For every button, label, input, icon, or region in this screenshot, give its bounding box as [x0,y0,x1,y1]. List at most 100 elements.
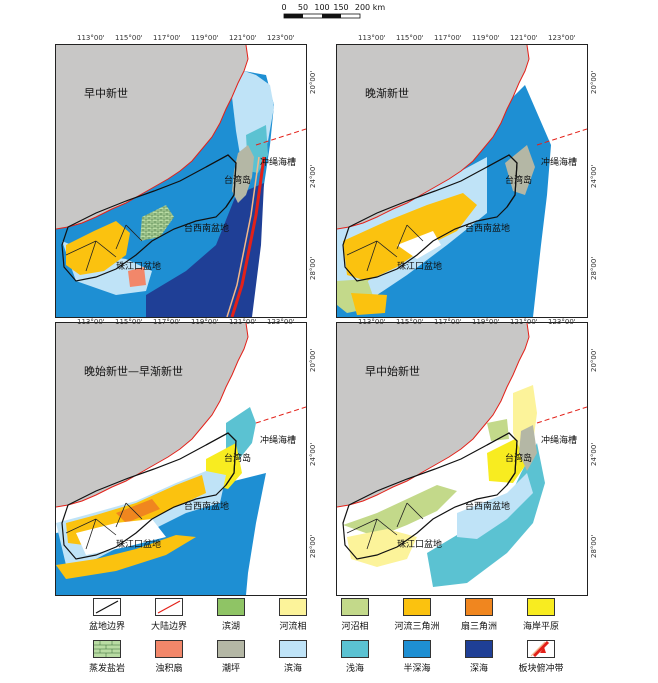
legend-label: 半深海 [403,664,431,674]
lat-tick: 24°00' [590,164,598,188]
okinawa-trough-line [536,128,587,146]
legend-swatch [403,640,431,658]
taiwan-tidal-flat [505,145,535,195]
legend-label: 河流三角洲 [394,622,440,632]
lon-tick: 115°00' [115,318,143,326]
map-panel-late-eocene-early-oligocene: 晚始新世—早渐新世 冲绳海槽 台湾岛 台西南盆地 珠江口盆地 [55,322,307,596]
lon-tick: 113°00' [358,34,386,42]
zhujiang-basin-label: 珠江口盆地 [397,540,443,550]
lon-tick: 117°00' [153,318,181,326]
scale-tick-150: 150 [333,3,348,12]
legend-swatch-graphic [218,641,244,657]
legend-swatch-graphic [342,599,368,615]
legend-swatch-graphic [95,600,119,614]
taixinan-basin-label: 台西南盆地 [184,224,230,234]
continental-boundary [337,323,530,508]
okinawa-trough-label: 冲绳海槽 [541,158,578,168]
map-graphic [56,323,306,595]
legend-item-fan-delta: 扇三角洲 [444,598,514,638]
lon-tick: 119°00' [472,34,500,42]
legend-swatch-graphic [466,641,492,657]
scale-bar: 0 50 100 150 200 km [270,0,390,26]
legend-swatch [465,640,493,658]
taixinan-basin-label: 台西南盆地 [465,224,511,234]
map-graphic [337,323,587,587]
evaporite-zone [140,205,174,241]
lon-tick: 119°00' [191,318,219,326]
legend-swatch [155,640,183,658]
legend-item-neritic: 浅海 [320,640,390,680]
map-graphic [337,45,587,317]
lon-tick: 117°00' [434,318,462,326]
okinawa-trough-label: 冲绳海槽 [541,436,578,446]
lon-tick: 115°00' [396,318,424,326]
map-graphic [56,45,306,317]
lon-tick: 119°00' [191,34,219,42]
drainage-lines [346,502,424,550]
zhujiang-basin-label: 珠江口盆地 [397,262,443,272]
marsh-zone-north [487,419,509,441]
legend-label: 潮坪 [221,664,240,674]
legend-swatch-graphic [466,599,492,615]
legend-swatch [527,640,555,658]
continental-boundary [337,45,530,230]
legend-label: 河流相 [279,622,307,632]
scale-tick-200: 200 km [355,3,385,12]
unmapped-zone [76,519,166,555]
legend-swatch [341,640,369,658]
legend-item-marsh: 河沼相 [320,598,390,638]
lon-tick: 121°00' [510,318,538,326]
delta-zone [343,193,477,281]
lat-tick: 24°00' [309,442,317,466]
taixinan-basin-boundary [205,154,237,208]
legend-label: 蒸发盐岩 [88,664,125,674]
basin-boundary [342,154,518,282]
lon-tick: 121°00' [229,34,257,42]
subduction-zone [230,156,266,317]
basin-boundary [61,432,237,560]
taixinan-basin-label: 台西南盆地 [184,502,230,512]
legend-item-tidal-flat: 潮坪 [196,640,266,680]
legend-swatch [279,640,307,658]
neritic-zone [427,443,545,587]
legend-item-evaporite: 蒸发盐岩 [72,640,142,680]
legend-item-subduction: 板块俯冲带 [506,640,576,680]
okinawa-trough-label: 冲绳海槽 [260,436,297,446]
lat-tick: 24°00' [590,442,598,466]
land-mass [56,45,248,229]
delta-zone [66,221,130,275]
legend-swatch-graphic [94,641,120,657]
legend-swatch [465,598,493,616]
panel-title: 早中新世 [84,87,128,100]
lon-tick: 117°00' [153,34,181,42]
legend-swatch [93,640,121,658]
panel-title: 晚渐新世 [365,87,409,100]
lat-tick: 28°00' [590,256,598,280]
lon-tick: 121°00' [510,34,538,42]
legend-label: 海岸平原 [522,622,559,632]
legend-label: 浊积扇 [155,664,183,674]
lat-tick: 20°00' [590,70,598,94]
lon-tick: 115°00' [396,34,424,42]
legend-label: 板块俯冲带 [518,664,564,674]
legend-swatch-graphic [156,641,182,657]
lon-tick: 113°00' [77,34,105,42]
zhujiang-basin-label: 珠江口盆地 [116,262,162,272]
taiwan-tidal-flat [519,425,537,471]
legend-label: 滨湖 [221,622,240,632]
lon-tick: 115°00' [115,34,143,42]
map-panel-early-middle-miocene: 早中新世 冲绳海槽 台湾岛 台西南盆地 珠江口盆地 [55,44,307,318]
map-panel-early-middle-eocene: 早中始新世 冲绳海槽 台湾岛 台西南盆地 珠江口盆地 [336,322,588,596]
taixinan-basin-label: 台西南盆地 [465,502,511,512]
taiwan-label: 台湾岛 [224,454,252,464]
legend-swatch [279,598,307,616]
turbidite-zone [128,267,146,287]
legend-swatch [217,598,245,616]
land-mass [337,323,529,507]
drainage-lines [346,224,424,272]
lat-ticks-panel-0: 28°00' 24°00' 20°00' [309,44,319,316]
legend-swatch-graphic [280,641,306,657]
legend-swatch [341,598,369,616]
okinawa-trough-line [255,128,306,146]
lon-tick: 121°00' [229,318,257,326]
